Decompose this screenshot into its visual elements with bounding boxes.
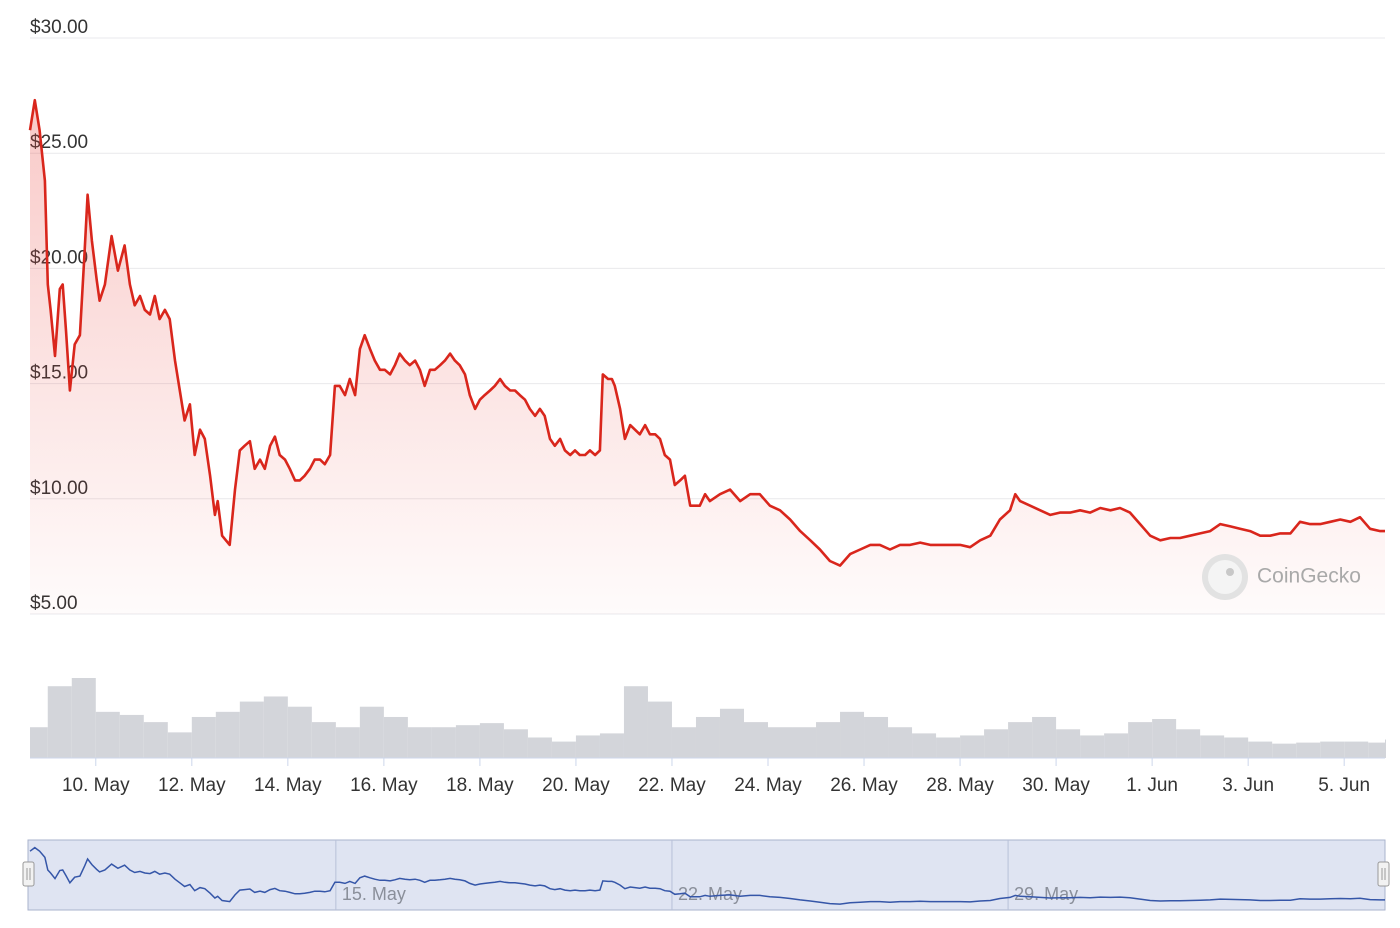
volume-bar — [960, 735, 985, 758]
volume-bar — [431, 727, 456, 758]
x-tick-label: 22. May — [638, 775, 706, 796]
volume-bar — [1176, 729, 1201, 758]
price-area — [30, 100, 1385, 614]
volume-bar — [912, 733, 937, 758]
y-tick-label: $25.00 — [30, 132, 88, 153]
y-tick-label: $30.00 — [30, 17, 88, 38]
x-tick-label: 14. May — [254, 775, 322, 796]
volume-bar — [767, 727, 793, 758]
volume-bar — [1272, 743, 1297, 758]
handle-body[interactable] — [1377, 861, 1390, 887]
volume-bar — [864, 716, 889, 758]
volume-bar — [287, 706, 312, 758]
volume-bar — [1104, 733, 1129, 758]
volume-bar — [1344, 741, 1369, 758]
volume-bar — [1056, 729, 1081, 758]
volume-bar — [551, 741, 576, 758]
navigator-tick-label: 15. May — [342, 884, 406, 904]
volume-bar — [1296, 742, 1321, 758]
volume-bar — [1128, 722, 1153, 758]
volume-bar — [575, 735, 600, 758]
volume-bar — [1032, 716, 1057, 758]
x-tick-label: 18. May — [446, 775, 514, 796]
volume-bar — [383, 716, 408, 758]
volume-bar — [1368, 742, 1385, 758]
volume-bar — [888, 727, 913, 758]
volume-bar — [647, 701, 672, 758]
volume-bar — [527, 737, 552, 758]
volume-bar — [1224, 737, 1249, 758]
volume-bar — [719, 708, 744, 758]
navigator-window[interactable] — [27, 839, 1386, 911]
volume-bar — [335, 727, 360, 758]
volume-bar — [239, 701, 264, 758]
volume-bar — [47, 686, 72, 758]
x-tick-label: 20. May — [542, 775, 610, 796]
volume-bar — [503, 729, 528, 758]
volume-bar — [479, 723, 504, 758]
volume-bar — [143, 722, 168, 758]
volume-bar — [743, 722, 768, 758]
navigator-tick-label: 22. May — [678, 884, 742, 904]
volume-bar — [671, 727, 696, 758]
volume-bar — [840, 711, 865, 758]
x-tick-label: 5. Jun — [1318, 775, 1370, 796]
volume-bar — [1320, 741, 1345, 758]
x-tick-label: 28. May — [926, 775, 994, 796]
navigator-handle[interactable] — [22, 861, 35, 887]
volume-bar — [407, 727, 432, 758]
handle-body[interactable] — [22, 861, 35, 887]
x-tick-label: 26. May — [830, 775, 898, 796]
x-tick-label: 12. May — [158, 775, 226, 796]
volume-bar — [695, 716, 720, 758]
volume-bar — [1008, 722, 1033, 758]
navigator-handle[interactable] — [1377, 861, 1390, 887]
volume-bar — [119, 714, 144, 758]
watermark-text: CoinGecko — [1257, 565, 1361, 588]
volume-bar — [30, 727, 48, 758]
volume-bar — [1385, 739, 1386, 758]
volume-bar — [936, 737, 961, 758]
logo-eye — [1226, 568, 1234, 576]
volume-bar — [1152, 719, 1177, 758]
x-tick-label: 30. May — [1022, 775, 1090, 796]
volume-bar — [599, 733, 624, 758]
volume-bar — [71, 678, 96, 758]
x-tick-label: 24. May — [734, 775, 802, 796]
x-tick-label: 1. Jun — [1126, 775, 1178, 796]
volume-bar — [311, 722, 336, 758]
volume-bar — [623, 686, 648, 758]
volume-bar — [95, 711, 120, 758]
x-tick-label: 16. May — [350, 775, 418, 796]
plot-layer — [28, 98, 1385, 614]
volume-bar — [816, 722, 841, 758]
volume-bar — [263, 696, 288, 758]
volume-bar — [1200, 735, 1225, 758]
volume-bar — [215, 711, 240, 758]
logo-inner — [1208, 560, 1242, 594]
volume-bar — [1248, 741, 1273, 758]
volume-layer — [30, 678, 1386, 758]
x-tick-label: 10. May — [62, 775, 130, 796]
volume-bar — [191, 716, 216, 758]
volume-bar — [167, 732, 192, 758]
x-tick-label: 3. Jun — [1222, 775, 1274, 796]
navigator-tick-label: 29. May — [1014, 884, 1078, 904]
volume-bar — [1080, 735, 1105, 758]
watermark: CoinGecko — [1202, 554, 1361, 600]
volume-bar — [792, 727, 817, 758]
price-line — [28, 98, 1385, 567]
volume-bar — [455, 725, 480, 758]
volume-bar — [359, 706, 384, 758]
x-axis: 10. May 12. May 14. May 16. May 18. May 20. M… — [30, 757, 1385, 796]
navigator: 15. May 22. May 29. May — [22, 839, 1390, 911]
volume-bar — [984, 729, 1009, 758]
navigator-line — [29, 846, 1385, 905]
